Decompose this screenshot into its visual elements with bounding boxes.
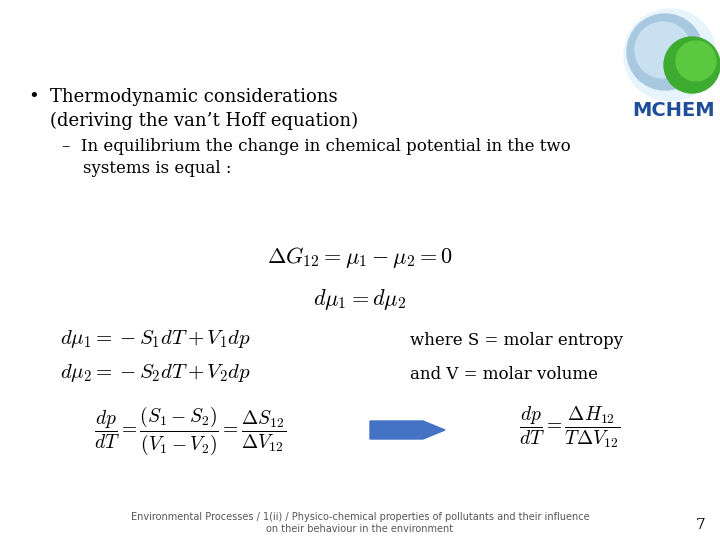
Text: •: • — [28, 88, 39, 106]
Text: $d\mu_1 = d\mu_2$: $d\mu_1 = d\mu_2$ — [313, 287, 407, 312]
Circle shape — [624, 9, 716, 101]
Text: 7: 7 — [696, 518, 705, 532]
Text: $d\mu_2 = -S_2dT + V_2dp$: $d\mu_2 = -S_2dT + V_2dp$ — [60, 362, 251, 384]
Circle shape — [676, 41, 716, 81]
Text: Thermodynamic considerations: Thermodynamic considerations — [50, 88, 338, 106]
Text: $\dfrac{dp}{dT} = \dfrac{(S_1 - S_2)}{(V_1 - V_2)} = \dfrac{\Delta S_{12}}{\Delt: $\dfrac{dp}{dT} = \dfrac{(S_1 - S_2)}{(V… — [94, 405, 286, 457]
Text: $\dfrac{dp}{dT} = \dfrac{\Delta H_{12}}{T\Delta V_{12}}$: $\dfrac{dp}{dT} = \dfrac{\Delta H_{12}}{… — [519, 405, 621, 450]
Text: on their behaviour in the environment: on their behaviour in the environment — [266, 524, 454, 534]
Text: MCHEM: MCHEM — [632, 101, 715, 120]
Text: (deriving the van’t Hoff equation): (deriving the van’t Hoff equation) — [50, 112, 358, 130]
Text: where S = molar entropy: where S = molar entropy — [410, 332, 623, 349]
Text: –  In equilibrium the change in chemical potential in the two: – In equilibrium the change in chemical … — [62, 138, 571, 155]
Text: systems is equal :: systems is equal : — [62, 160, 232, 177]
Text: and V = molar volume: and V = molar volume — [410, 366, 598, 383]
Circle shape — [627, 14, 703, 90]
Circle shape — [635, 22, 691, 78]
Text: $\Delta G_{12} = \mu_1 - \mu_2 = 0$: $\Delta G_{12} = \mu_1 - \mu_2 = 0$ — [267, 245, 453, 270]
Text: Environmental Processes / 1(ii) / Physico-chemical properties of pollutants and : Environmental Processes / 1(ii) / Physic… — [131, 512, 589, 522]
Circle shape — [664, 37, 720, 93]
Text: $d\mu_1 = -S_1dT + V_1dp$: $d\mu_1 = -S_1dT + V_1dp$ — [60, 328, 251, 350]
FancyArrow shape — [370, 421, 445, 439]
